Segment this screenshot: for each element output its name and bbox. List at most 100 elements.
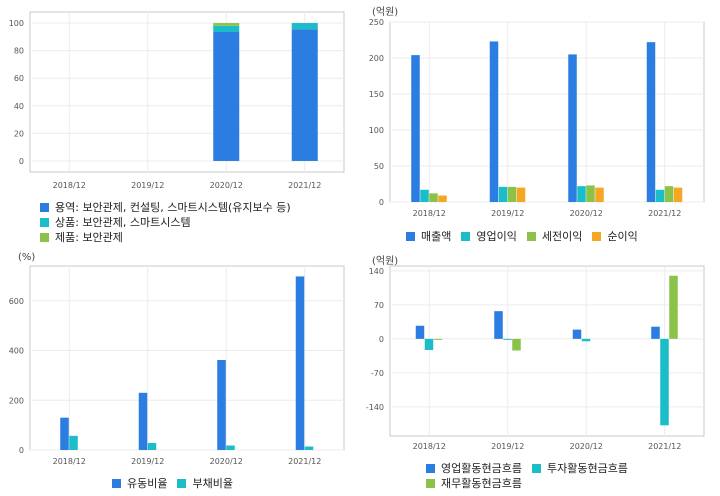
y-tick-label: 20 xyxy=(14,129,24,138)
bar xyxy=(295,276,305,450)
ratio-plot: 0 200 400 600 2018/12 2019/12 2020/12 2021/12 xyxy=(9,265,345,466)
bar xyxy=(424,338,434,351)
legend-row: 유동비율 부채비율 xyxy=(112,476,243,491)
bar xyxy=(433,338,443,340)
cashflow-chart: (억원) 140 70 0 -70 -140 2018/12 2019/12 2020/12 2… xyxy=(360,250,720,496)
legend-label: 투자활동현금흐름 xyxy=(546,462,628,475)
x-tick-label: 2021/12 xyxy=(288,181,321,190)
bar xyxy=(291,23,318,30)
legend-label: 세전이익 xyxy=(541,230,583,243)
legend-swatch xyxy=(112,479,121,488)
bar xyxy=(217,359,226,450)
ratio-unit-label: (%) xyxy=(18,252,36,263)
y-tick-label: 0 xyxy=(379,335,384,344)
bar xyxy=(512,338,521,351)
bar xyxy=(586,185,595,202)
legend-swatch xyxy=(406,232,415,241)
legend-item: 매출액 xyxy=(406,229,451,244)
legend-swatch xyxy=(40,218,49,227)
bar xyxy=(577,186,586,202)
legend-swatch xyxy=(426,464,435,473)
legend-label: 유동비율 xyxy=(127,477,168,490)
y-tick-label: 100 xyxy=(9,19,24,28)
plot-frame xyxy=(389,21,705,203)
x-tick-label: 2018/12 xyxy=(53,457,86,466)
composition-chart: 0 20 40 60 80 100 2018/12 2019/12 2020/12 2021/12… xyxy=(0,0,360,250)
legend-item: 영업활동현금흐름 xyxy=(426,461,522,476)
y-tick-label: 400 xyxy=(9,347,24,356)
bar xyxy=(138,392,148,450)
bar xyxy=(411,55,420,203)
x-tick-label: 2021/12 xyxy=(288,457,321,466)
income-plot: 0 50 100 150 200 250 2018/12 2019/12 2020/12 2021… xyxy=(369,18,705,218)
bar xyxy=(415,325,425,339)
legend-swatch xyxy=(526,232,536,241)
cashflow-unit-label: (억원) xyxy=(372,256,399,267)
legend-label: 제품: 보안관제 xyxy=(55,231,123,244)
y-tick-label: 200 xyxy=(9,396,24,405)
legend-label: 영업이익 xyxy=(476,230,517,243)
x-tick-label: 2020/12 xyxy=(570,442,603,451)
legend-item: 순이익 xyxy=(592,229,638,244)
legend-label: 영업활동현금흐름 xyxy=(441,462,522,475)
bar xyxy=(673,187,683,202)
legend-label: 상품: 보안관제, 스마트시스템 xyxy=(55,216,191,229)
plot-frame xyxy=(29,11,345,173)
x-tick-label: 2020/12 xyxy=(210,457,243,466)
plot-frame xyxy=(389,265,705,437)
legend-swatch xyxy=(40,233,49,242)
x-tick-label: 2019/12 xyxy=(131,181,164,190)
y-tick-label: 250 xyxy=(369,18,384,27)
bar xyxy=(572,329,582,339)
x-tick-label: 2018/12 xyxy=(53,181,86,190)
y-tick-label: 0 xyxy=(19,157,24,166)
legend-row: 영업활동현금흐름 투자활동현금흐름 xyxy=(426,461,638,476)
bar xyxy=(60,417,69,450)
bar xyxy=(213,23,240,26)
bar xyxy=(498,186,508,202)
x-tick-label: 2020/12 xyxy=(210,181,243,190)
legend-row: 매출액 영업이익 세전이익 순이익 xyxy=(406,229,648,244)
ratio-legend: 유동비율 부채비율 xyxy=(112,476,243,491)
legend-item: 용역: 보안관제, 컨설팅, 스마트시스템(유지보수 등) xyxy=(40,200,291,215)
y-tick-label: 70 xyxy=(374,301,384,310)
y-tick-label: 60 xyxy=(14,74,24,83)
legend-swatch xyxy=(40,203,49,212)
composition-legend: 용역: 보안관제, 컨설팅, 스마트시스템(유지보수 등) 상품: 보안관제, 스… xyxy=(40,200,301,245)
bar xyxy=(660,338,669,426)
x-tick-label: 2018/12 xyxy=(413,442,446,451)
legend-row: 용역: 보안관제, 컨설팅, 스마트시스템(유지보수 등) xyxy=(40,200,301,215)
income-legend: 매출액 영업이익 세전이익 순이익 xyxy=(406,229,648,244)
legend-item: 재무활동현금흐름 xyxy=(426,476,522,491)
legend-item: 투자활동현금흐름 xyxy=(531,461,628,476)
cashflow-plot: 140 70 0 -70 -140 2018/12 2019/12 2020/12 2021/1… xyxy=(366,265,705,451)
x-tick-label: 2021/12 xyxy=(648,209,681,218)
legend-item: 부채비율 xyxy=(177,476,233,491)
legend-label: 부채비율 xyxy=(192,477,233,490)
bar xyxy=(494,311,503,339)
legend-swatch xyxy=(592,232,602,241)
legend-item: 세전이익 xyxy=(526,229,583,244)
bar xyxy=(664,186,674,202)
y-tick-label: 80 xyxy=(14,47,24,56)
legend-label: 용역: 보안관제, 컨설팅, 스마트시스템(유지보수 등) xyxy=(55,201,291,214)
plot-frame xyxy=(29,265,345,451)
bar xyxy=(304,446,314,450)
legend-swatch xyxy=(177,479,187,488)
y-tick-label: 100 xyxy=(369,126,384,135)
income-chart: (억원) 0 50 100 150 200 250 2018/12 2019/12 2020/1… xyxy=(360,0,720,250)
y-tick-label: 50 xyxy=(374,162,384,171)
ratio-chart: (%) 0 200 400 600 2018/12 2019/12 2020/12 2021/… xyxy=(0,250,360,496)
bar xyxy=(595,187,604,202)
bar xyxy=(226,445,235,450)
composition-plot: 0 20 40 60 80 100 2018/12 2019/12 2020/12 2021/12 xyxy=(9,11,345,190)
bar xyxy=(503,338,512,340)
bar xyxy=(489,41,499,202)
y-tick-label: -70 xyxy=(371,369,384,378)
bar xyxy=(568,54,577,203)
legend-row: 재무활동현금흐름 xyxy=(426,476,638,491)
y-tick-label: 150 xyxy=(369,90,384,99)
legend-label: 매출액 xyxy=(421,230,452,243)
y-tick-label: 0 xyxy=(379,198,384,207)
